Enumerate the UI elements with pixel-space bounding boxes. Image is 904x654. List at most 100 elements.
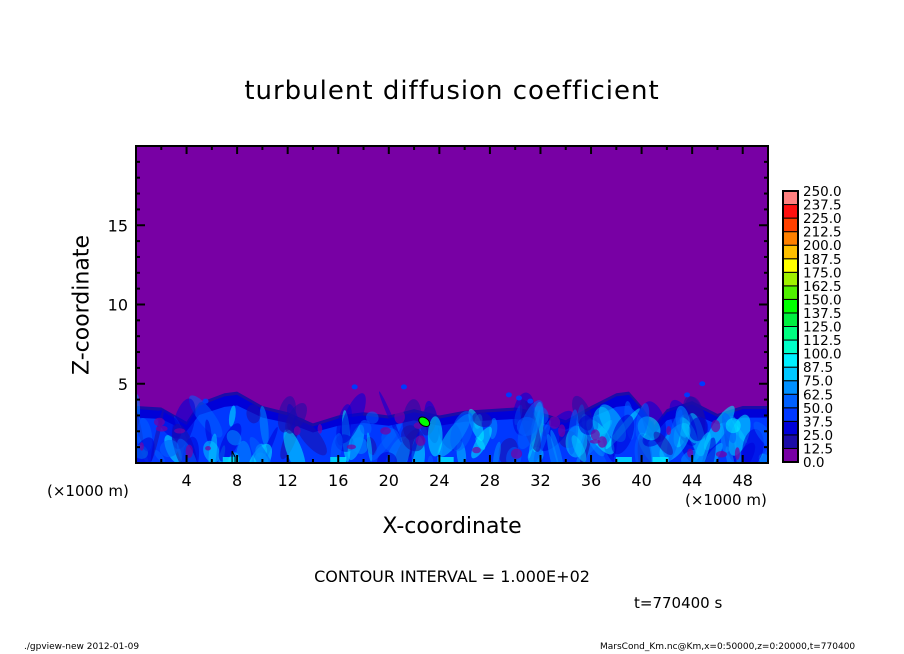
colorbar-label: 200.0 [803,238,842,254]
field-hole [558,424,566,437]
surface-streak [615,457,632,463]
field-blob [351,384,358,390]
x-tick-label: 12 [278,471,298,490]
x-tick-label: 4 [181,471,191,490]
field-blob [527,398,534,404]
x-tick-label: 28 [480,471,500,490]
field-hole [715,451,728,458]
footer-left: ./gpview-new 2012-01-09 [24,642,140,652]
contour-max-region [418,416,431,428]
field-hole [346,444,356,450]
colorbar-label: 112.5 [803,333,842,349]
x-tick-label: 24 [429,471,449,490]
x-tick-label: 20 [379,471,399,490]
colorbar-label: 137.5 [803,306,842,322]
x-tick-label: 48 [733,471,753,490]
field-streak [688,417,709,441]
field-streak [516,416,537,436]
field-streak [450,411,474,452]
field-hole [139,442,144,451]
x-tick-label: 40 [631,471,651,490]
colorbar-box [782,312,799,328]
field-streak [493,441,501,463]
surface-streak [222,457,239,463]
field-streak [177,438,199,463]
colorbar-label: 25.0 [803,428,833,444]
colorbar-box [782,326,799,341]
colorbar-box [782,231,799,246]
field-hole [317,424,323,434]
field-hole [415,435,426,447]
colorbar-frame [782,190,799,463]
colorbar-box [782,190,799,206]
colorbar-label: 37.5 [803,414,833,430]
field-streak [728,414,751,456]
field-blob [202,398,209,404]
colorbar-box [782,380,799,395]
colorbar-box [782,258,799,273]
x-unit-label-right: (×1000 m) [685,491,767,509]
field-streak [700,437,716,463]
field-streak [742,429,764,463]
field-hole [472,446,481,454]
field-streak [159,439,179,458]
x-tick-label: 16 [328,471,348,490]
field-group [136,381,768,463]
field-streak [366,411,379,424]
colorbar-label: 62.5 [803,387,833,403]
colorbar-box [782,271,799,287]
surface-streak [652,457,669,463]
field-streak [259,405,269,447]
colorbar-box [782,353,799,368]
colorbar-label: 87.5 [803,360,833,376]
colorbar-box [782,393,799,409]
field-hole [590,429,600,441]
colorbar-box [782,407,799,422]
field-streak [294,417,327,456]
field-streak [691,432,711,463]
field-streak [235,440,252,463]
field-blob [684,392,691,398]
field-blob [515,395,522,401]
field-streak [339,393,366,444]
field-hole [153,417,165,427]
field-streak [611,414,635,455]
field-streak [592,406,611,435]
colorbar-box [782,298,799,314]
colorbar-label: 175.0 [803,265,842,281]
field-streak [736,431,742,463]
field-hole [548,416,561,429]
chart-title: turbulent diffusion coefficient [244,76,660,106]
colorbar-box [782,244,799,260]
field-hole [293,426,301,436]
colorbar-box [782,420,799,436]
field-streak [653,431,673,456]
colorbar-box [782,217,799,233]
field-hole [380,427,391,435]
colorbar-label: 225.0 [803,211,842,227]
field-streak [188,395,223,438]
x-unit-label-left: (×1000 m) [47,482,129,500]
field-streak [635,403,650,440]
field-streak [472,411,493,427]
field-streak [351,437,368,454]
field-blob [400,384,407,390]
x-tick-label: 36 [581,471,601,490]
field-hole [174,428,186,434]
x-tick-label: 32 [530,471,550,490]
colorbar-box [782,204,799,219]
colorbar-label: 125.0 [803,320,842,336]
field-hole [185,444,193,458]
field-streak [547,434,561,463]
field-streak [228,405,236,427]
field-streak [359,419,372,436]
time-label: t=770400 s [634,594,723,612]
field-streak [403,431,420,463]
field-streak [571,435,587,463]
field-hole [510,448,523,459]
field-streak [249,436,278,463]
field-streak [533,420,551,463]
colorbar-box [782,434,799,449]
contour-line [231,450,236,463]
